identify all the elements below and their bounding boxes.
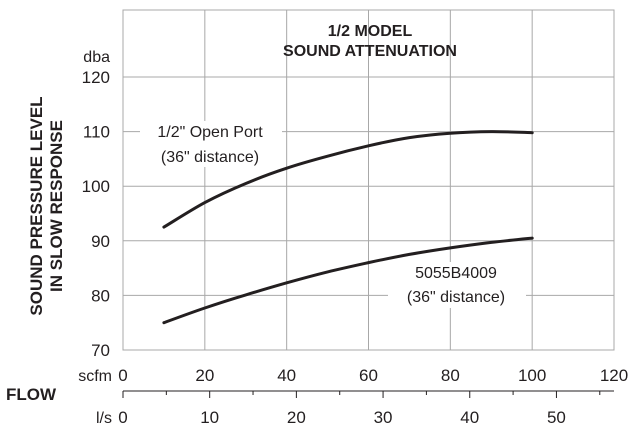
x-tick-label: 100	[518, 366, 546, 385]
x2-tick-label: 0	[118, 408, 127, 427]
series-curve-2	[162, 236, 534, 325]
x-axis-title: FLOW	[6, 385, 57, 404]
ticks: 70 80 90 100 110 120 0 20 40 60 80 100 120 0 10 20 30 40 5…	[82, 68, 629, 427]
x-tick-label: 0	[118, 366, 127, 385]
y-axis-title-line2: IN SLOW RESPONSE	[47, 120, 66, 292]
x2-tick-label: 40	[460, 408, 479, 427]
series-label-line2: (36" distance)	[161, 149, 259, 166]
grid	[122, 9, 615, 351]
labels: 1/2 MODEL SOUND ATTENUATION dba SOUND PR…	[6, 23, 457, 427]
x-tick-label: 60	[359, 366, 378, 385]
y-tick-label: 110	[83, 123, 110, 142]
y-tick-label: 120	[82, 68, 110, 87]
series-label-background	[140, 121, 282, 167]
x-tick-label: 20	[195, 366, 214, 385]
chart-title-line2: SOUND ATTENUATION	[283, 43, 457, 60]
x2-tick-label: 10	[200, 408, 219, 427]
x2-tick-label: 30	[374, 408, 393, 427]
y-tick-label: 80	[91, 286, 110, 305]
x-unit-label: scfm	[78, 368, 112, 385]
x2-tick-label: 50	[547, 408, 566, 427]
series-label-line1: 1/2" Open Port	[157, 124, 263, 141]
curves	[162, 130, 534, 325]
series-label-background	[388, 262, 526, 308]
series-label-line2: (36" distance)	[407, 289, 505, 306]
chart-title-line1: 1/2 MODEL	[328, 23, 413, 40]
y-tick-label: 100	[82, 177, 110, 196]
x-tick-label: 80	[441, 366, 460, 385]
x2-unit-label: l/s	[96, 410, 112, 427]
x2-tick-label: 20	[287, 408, 306, 427]
y-unit-label: dba	[83, 49, 110, 66]
series-curve-1	[162, 130, 534, 229]
series-labels: 1/2" Open Port (36" distance) 5055B4009 (36…	[140, 121, 526, 308]
y-tick-label: 70	[91, 341, 110, 360]
y-tick-label: 90	[91, 232, 110, 251]
x-tick-label: 120	[600, 366, 628, 385]
x-tick-label: 40	[277, 366, 296, 385]
y-axis-title-line1: SOUND PRESSURE LEVEL	[27, 96, 46, 315]
series-label-line1: 5055B4009	[415, 265, 497, 282]
